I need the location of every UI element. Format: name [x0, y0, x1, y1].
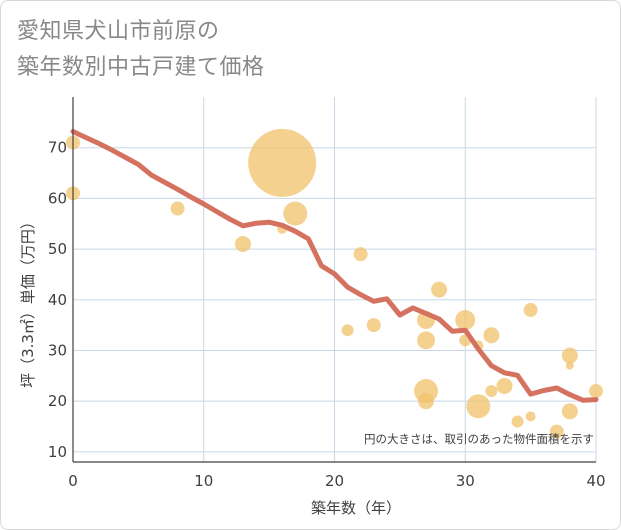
x-tick-label: 10 [194, 472, 213, 490]
data-bubble [431, 281, 448, 298]
data-bubble [170, 201, 185, 216]
data-bubble [417, 331, 436, 350]
y-tick-labels: 10 20 30 40 50 60 70 [48, 139, 67, 461]
data-bubble [561, 403, 578, 420]
title-line-2: 築年数別中古戸建て価格 [17, 55, 265, 80]
data-bubble [525, 411, 536, 422]
y-tick-label: 30 [48, 341, 67, 359]
data-bubble [485, 385, 498, 398]
data-bubble [366, 318, 381, 333]
x-axis-label: 築年数（年） [311, 499, 401, 517]
y-axis-label: 坪（3.3㎡）単価（万円） [19, 214, 37, 388]
data-bubble [353, 247, 368, 262]
data-bubble [496, 377, 513, 394]
data-bubble [283, 201, 308, 226]
y-tick-label: 10 [48, 443, 67, 461]
data-bubble [561, 347, 578, 364]
grid-lines [73, 97, 597, 462]
x-tick-label: 0 [68, 472, 78, 490]
data-bubble [234, 236, 251, 253]
data-bubble [248, 128, 317, 197]
x-tick-labels: 0 10 20 30 40 [68, 472, 605, 490]
data-bubble [455, 310, 476, 331]
chart-title: 愛知県犬山市前原の 築年数別中古戸建て価格 [17, 14, 265, 86]
title-line-1: 愛知県犬山市前原の [17, 19, 220, 44]
axes [72, 97, 596, 463]
data-bubble [466, 394, 491, 419]
size-legend-note: 円の大きさは、取引のあった物件面積を示す [364, 432, 594, 446]
x-tick-label: 20 [325, 472, 344, 490]
data-bubble [483, 327, 500, 344]
y-tick-label: 50 [48, 240, 67, 258]
y-tick-label: 70 [48, 139, 67, 157]
y-tick-label: 20 [48, 392, 67, 410]
data-bubble [418, 393, 435, 410]
y-tick-label: 40 [48, 291, 67, 309]
data-bubble [565, 361, 574, 370]
x-tick-label: 30 [456, 472, 475, 490]
data-bubble [549, 424, 564, 439]
trend-line [70, 129, 599, 403]
data-bubble [341, 324, 354, 337]
data-bubble [511, 415, 524, 428]
x-tick-label: 40 [586, 472, 605, 490]
data-bubble [523, 302, 538, 317]
data-bubble [589, 384, 603, 399]
y-tick-label: 60 [48, 189, 67, 207]
